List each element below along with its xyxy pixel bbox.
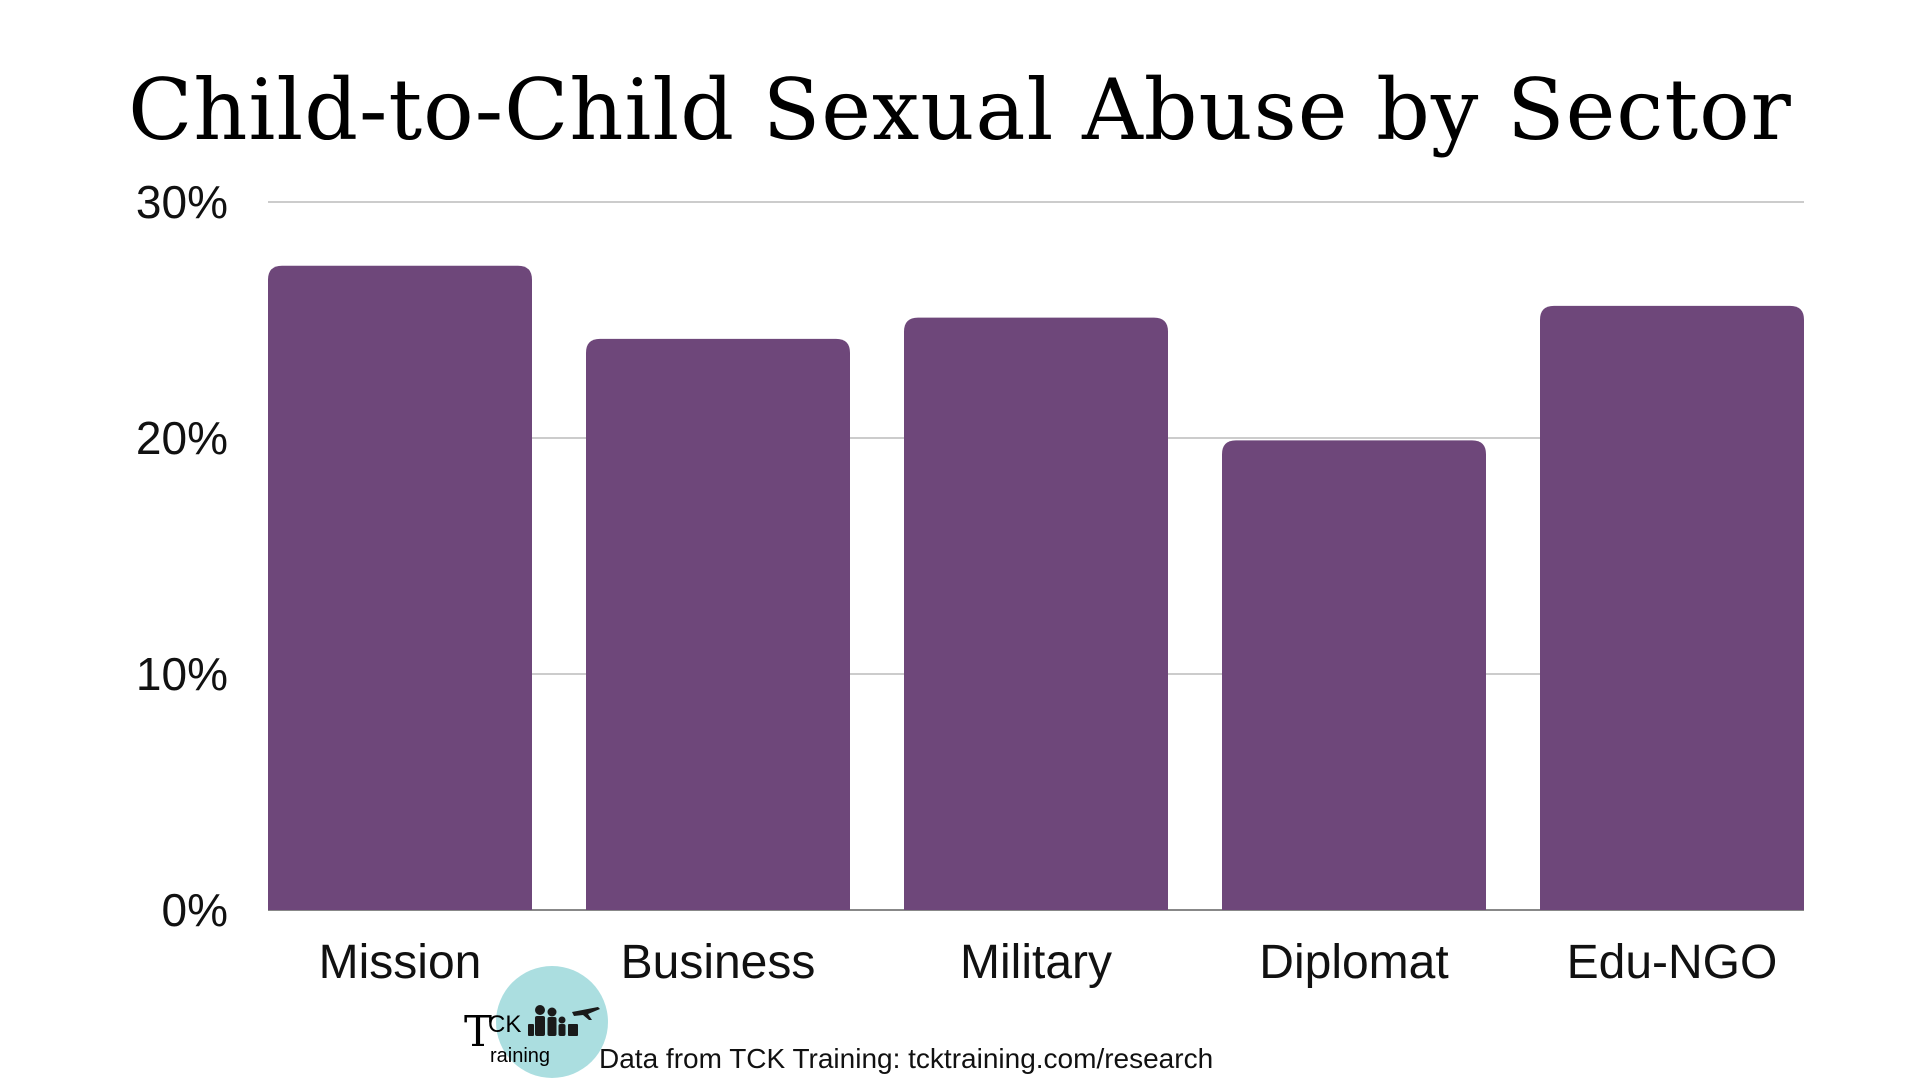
y-tick-label: 0% [162,884,228,936]
source-note: Data from TCK Training: tcktraining.com/… [599,1043,1214,1074]
bars [268,265,1804,911]
y-tick-label: 20% [136,412,228,464]
bar-diplomat [1222,440,1486,910]
bar-military [904,317,1168,910]
x-tick-label: Military [960,936,1112,989]
y-axis-ticks: 0% 10% 20% 30% [136,176,228,936]
y-tick-label: 10% [136,648,228,700]
tck-training-logo: T CK raining [464,966,608,1078]
x-tick-label: Mission [319,936,482,989]
bar-edu-ngo [1540,305,1804,911]
logo-line2: raining [490,1045,550,1067]
airplane-icon [572,1007,600,1020]
chart-title: Child-to-Child Sexual Abuse by Sector [128,61,1792,159]
x-tick-label: Edu-NGO [1567,936,1778,989]
x-tick-label: Diplomat [1259,936,1448,989]
bar-business [586,338,850,910]
x-axis-labels: Mission Business Military Diplomat Edu-NGO [319,936,1778,989]
family-icon [528,1005,578,1036]
logo-line1: CK [488,1011,521,1038]
logo-letter: T [464,1007,492,1056]
y-tick-label: 30% [136,176,228,228]
x-tick-label: Business [621,936,816,989]
bar-mission [268,265,532,911]
